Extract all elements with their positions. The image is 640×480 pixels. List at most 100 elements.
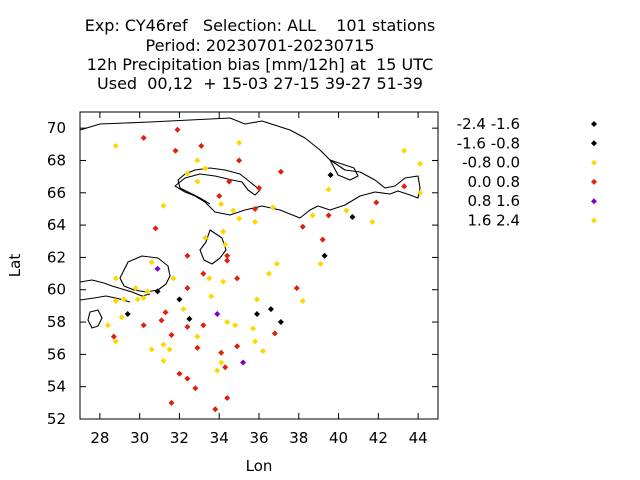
data-point (321, 252, 328, 259)
data-point (220, 278, 227, 285)
data-point (170, 275, 177, 282)
title-line-3: 12h Precipitation bias [mm/12h] at 15 UT… (86, 55, 434, 74)
data-point (212, 406, 219, 413)
data-point (176, 296, 183, 303)
data-point (222, 241, 229, 248)
x-tick-label: 34 (210, 429, 229, 447)
data-point (325, 212, 332, 219)
data-point (222, 364, 229, 371)
data-point (120, 296, 127, 303)
legend-label: 0.0 0.8 (468, 173, 520, 191)
legend-label: 0.8 1.6 (468, 192, 520, 210)
y-tick-label: 66 (47, 184, 66, 202)
title-line-2: Period: 20230701-20230715 (145, 36, 375, 55)
y-tick-label: 60 (47, 281, 66, 299)
x-axis-label: Lon (246, 457, 273, 475)
x-tick-label: 30 (130, 429, 149, 447)
y-tick-label: 54 (47, 378, 66, 396)
y-tick-label: 70 (47, 119, 66, 137)
data-point (234, 275, 241, 282)
data-point (184, 375, 191, 382)
data-point (154, 265, 161, 272)
data-point (214, 310, 221, 317)
x-tick-label: 42 (369, 429, 388, 447)
coastline-map (79, 117, 421, 329)
data-point (265, 270, 272, 277)
data-point (124, 310, 131, 317)
plot-border (79, 111, 439, 420)
data-point (224, 252, 231, 259)
x-tick-label: 28 (90, 429, 109, 447)
y-tick-label: 64 (47, 216, 66, 234)
data-point (256, 184, 262, 191)
data-point (373, 199, 380, 206)
y-tick-label: 56 (47, 345, 66, 363)
data-point (208, 293, 215, 300)
data-point (271, 330, 278, 337)
data-point (236, 139, 243, 146)
data-point (110, 333, 117, 340)
data-point (220, 228, 227, 235)
data-point (232, 322, 239, 329)
data-point (186, 315, 193, 322)
title-line-1: Exp: CY46ref Selection: ALL 101 stations (84, 16, 436, 35)
data-point (194, 333, 201, 340)
data-point (160, 341, 167, 348)
legend-marker (591, 198, 597, 205)
data-point (369, 218, 376, 225)
data-point (168, 399, 175, 406)
data-point (259, 348, 266, 355)
data-point (184, 252, 191, 259)
x-tick-label: 36 (249, 429, 268, 447)
data-point (148, 346, 155, 353)
data-point (325, 186, 332, 193)
y-tick-label: 58 (47, 313, 66, 331)
data-point (224, 394, 231, 401)
data-point (180, 306, 187, 313)
data-point (112, 275, 119, 282)
data-point (349, 214, 356, 221)
data-point (154, 288, 161, 295)
data-point (401, 147, 408, 154)
data-point (218, 359, 225, 366)
data-point (144, 288, 151, 295)
data-point (299, 223, 306, 230)
data-point (194, 157, 201, 164)
data-point (277, 319, 284, 326)
legend-label: 1.6 2.4 (468, 212, 520, 230)
data-point (194, 344, 201, 351)
data-point (148, 259, 155, 266)
data-point (317, 260, 324, 267)
x-tick-label: 38 (289, 429, 308, 447)
data-point (184, 170, 191, 177)
data-point (112, 338, 119, 345)
data-points (104, 126, 424, 413)
data-point (417, 189, 424, 196)
data-point (299, 298, 306, 305)
data-point (267, 306, 274, 313)
y-axis-label: Lat (6, 254, 24, 278)
data-point (202, 235, 209, 242)
data-point (174, 126, 181, 133)
data-point (226, 178, 233, 185)
data-point (112, 298, 119, 305)
data-point (254, 296, 261, 303)
data-point (343, 207, 350, 214)
data-point (218, 201, 225, 208)
data-point (152, 225, 159, 232)
data-point (401, 183, 408, 190)
data-point (184, 285, 191, 292)
data-point (192, 385, 199, 392)
data-point (184, 323, 191, 330)
data-point (218, 349, 225, 356)
data-point (250, 325, 257, 332)
legend-marker (591, 159, 597, 166)
y-tick-label: 52 (47, 410, 66, 428)
data-point (216, 193, 223, 200)
data-point (140, 134, 147, 141)
data-point (172, 147, 179, 154)
data-point (327, 172, 334, 179)
data-point (252, 338, 259, 345)
data-point (252, 205, 259, 212)
